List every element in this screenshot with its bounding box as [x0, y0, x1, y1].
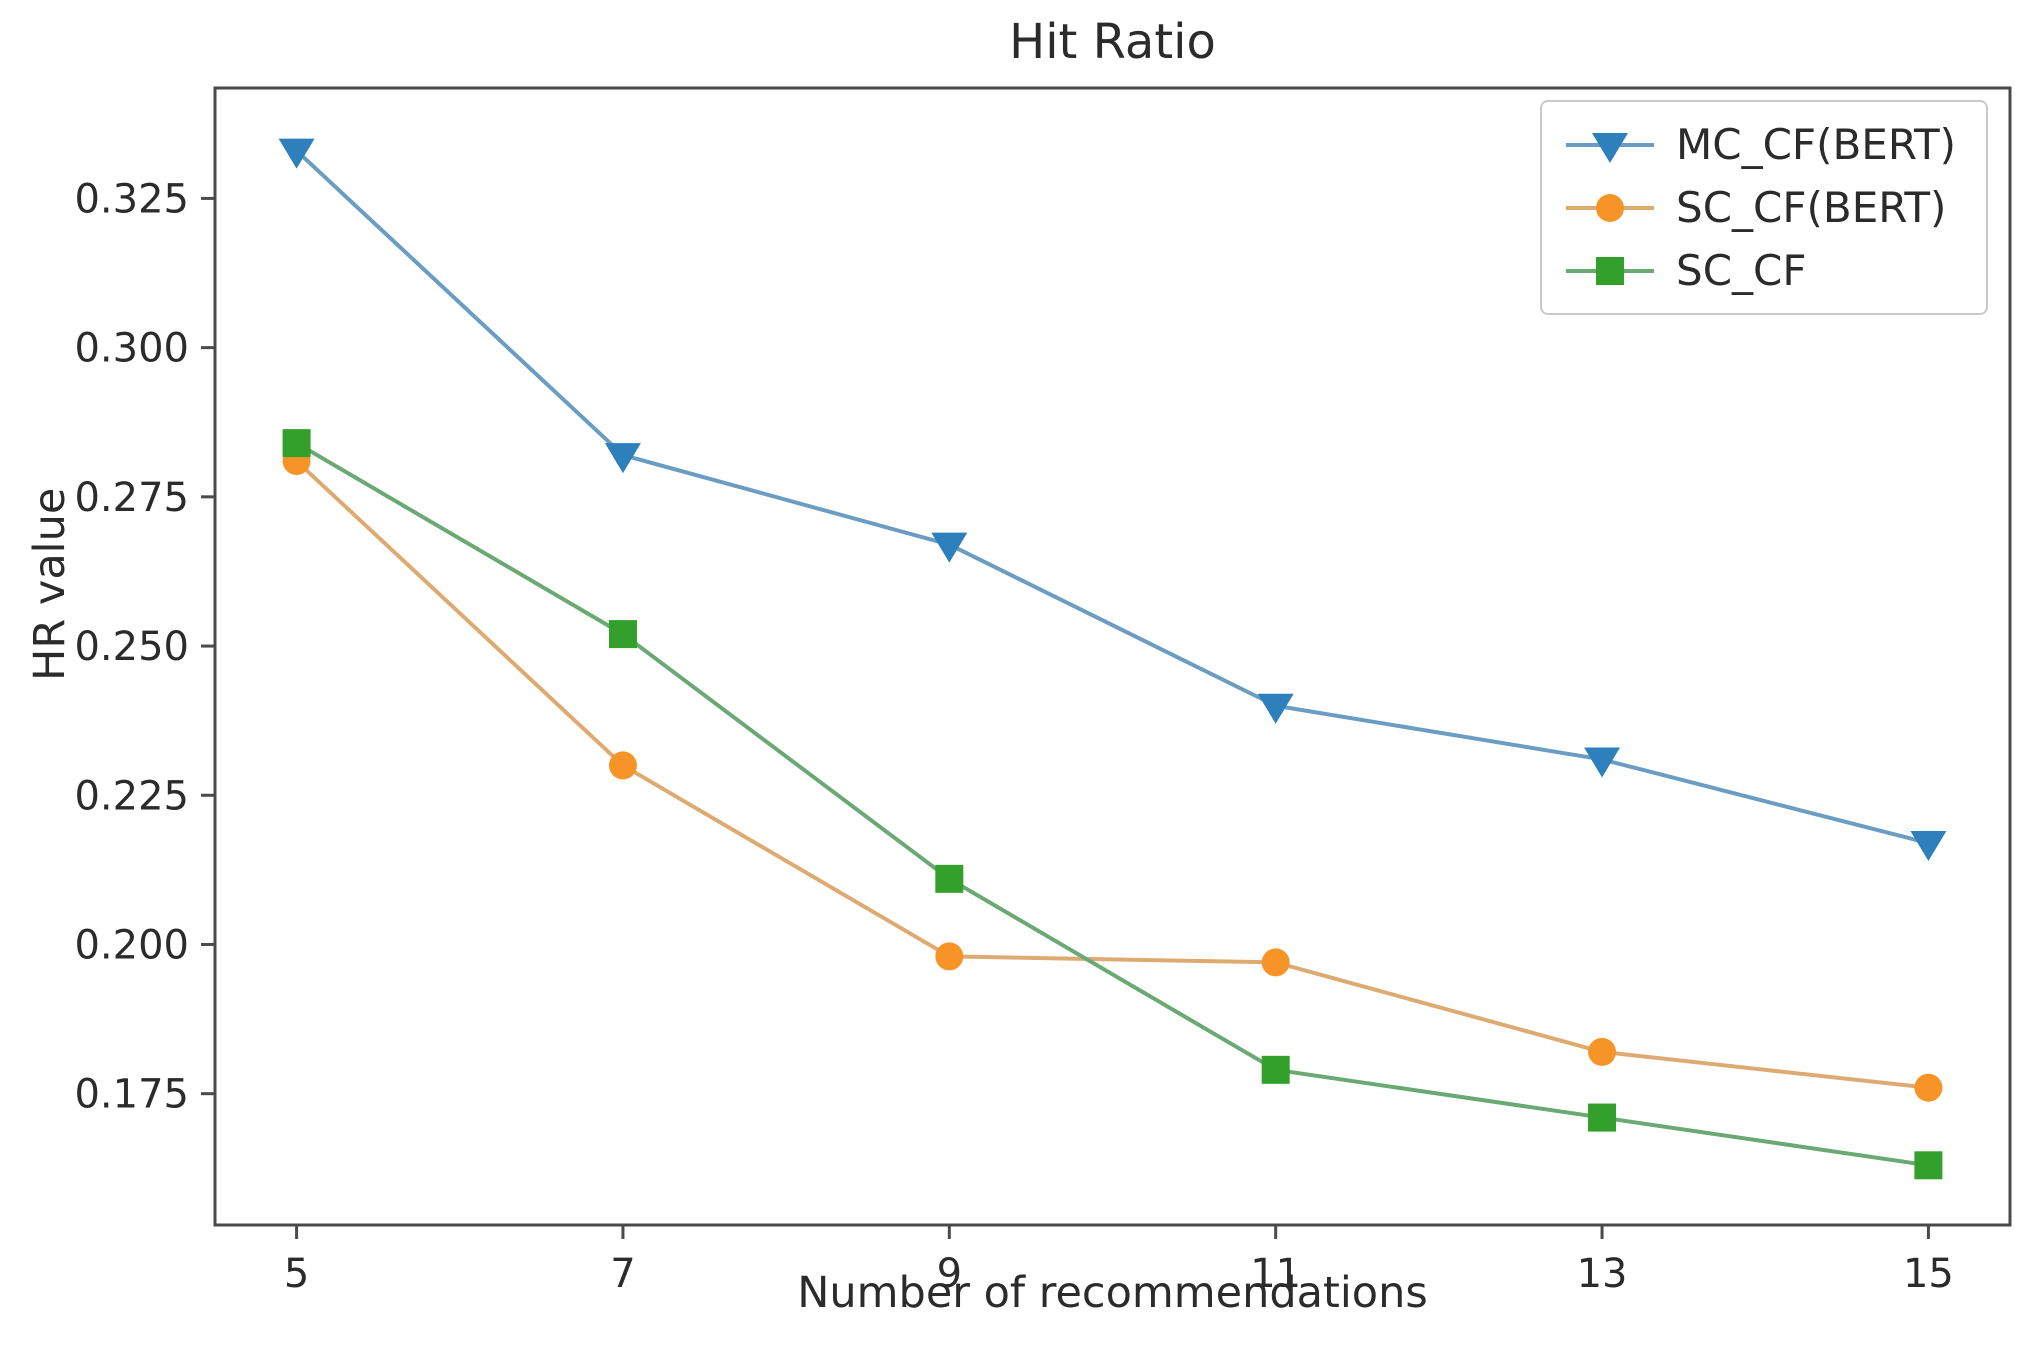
triangle-down-marker [604, 443, 641, 474]
triangle-down-marker [278, 138, 315, 169]
triangle-down-marker [1584, 747, 1621, 778]
x-tick-label: 11 [1250, 1251, 1301, 1297]
square-marker [282, 429, 311, 458]
y-axis-label: HR value [25, 487, 75, 681]
series-line-MC_CF(BERT) [295, 149, 1929, 845]
x-tick-label: 9 [937, 1251, 962, 1297]
square-icon [1566, 256, 1655, 285]
x-tick-label: 7 [610, 1251, 635, 1297]
x-axis-label: Number of recommendations [797, 1268, 1428, 1318]
circle-icon [1566, 193, 1655, 222]
legend-label: SC_CF [1676, 246, 1807, 295]
series-line-SC_CF(BERT) [295, 459, 1929, 1090]
legend-label: MC_CF(BERT) [1676, 120, 1956, 169]
square-marker [608, 620, 637, 649]
y-tick-label: 0.250 [74, 624, 189, 670]
chart-title: Hit Ratio [1009, 14, 1216, 70]
y-tick-label: 0.325 [74, 176, 189, 222]
x-tick-label: 5 [284, 1251, 309, 1297]
x-tick-label: 15 [1903, 1251, 1954, 1297]
series-line-SC_CF [295, 441, 1929, 1168]
y-tick-label: 0.200 [74, 922, 189, 968]
circle-marker [1914, 1073, 1943, 1102]
axes-frame [213, 86, 2012, 1227]
y-tick-label: 0.275 [74, 475, 189, 521]
circle-marker [1261, 948, 1290, 977]
triangle-down-marker [1910, 831, 1947, 862]
circle-marker [1596, 193, 1625, 222]
legend-item: SC_CF [1566, 246, 1956, 295]
square-marker [1914, 1151, 1943, 1180]
square-marker [935, 864, 964, 893]
square-marker [1588, 1103, 1617, 1132]
x-tick-label: 13 [1577, 1251, 1628, 1297]
y-tick-label: 0.300 [74, 326, 189, 372]
circle-marker [608, 751, 637, 780]
circle-marker [935, 942, 964, 971]
legend: MC_CF(BERT) SC_CF(BERT) SC_CF [1540, 100, 1988, 315]
legend-item: SC_CF(BERT) [1566, 183, 1956, 232]
legend-label: SC_CF(BERT) [1676, 183, 1947, 232]
y-tick-label: 0.175 [74, 1072, 189, 1118]
square-marker [1261, 1055, 1290, 1084]
triangle-down-marker [931, 532, 968, 563]
triangle-down-icon [1566, 132, 1655, 163]
triangle-down-marker [1592, 132, 1629, 163]
circle-marker [1588, 1037, 1617, 1066]
square-marker [1596, 256, 1625, 285]
legend-item: MC_CF(BERT) [1566, 120, 1956, 169]
triangle-down-marker [1257, 693, 1294, 724]
y-tick-label: 0.225 [74, 773, 189, 819]
